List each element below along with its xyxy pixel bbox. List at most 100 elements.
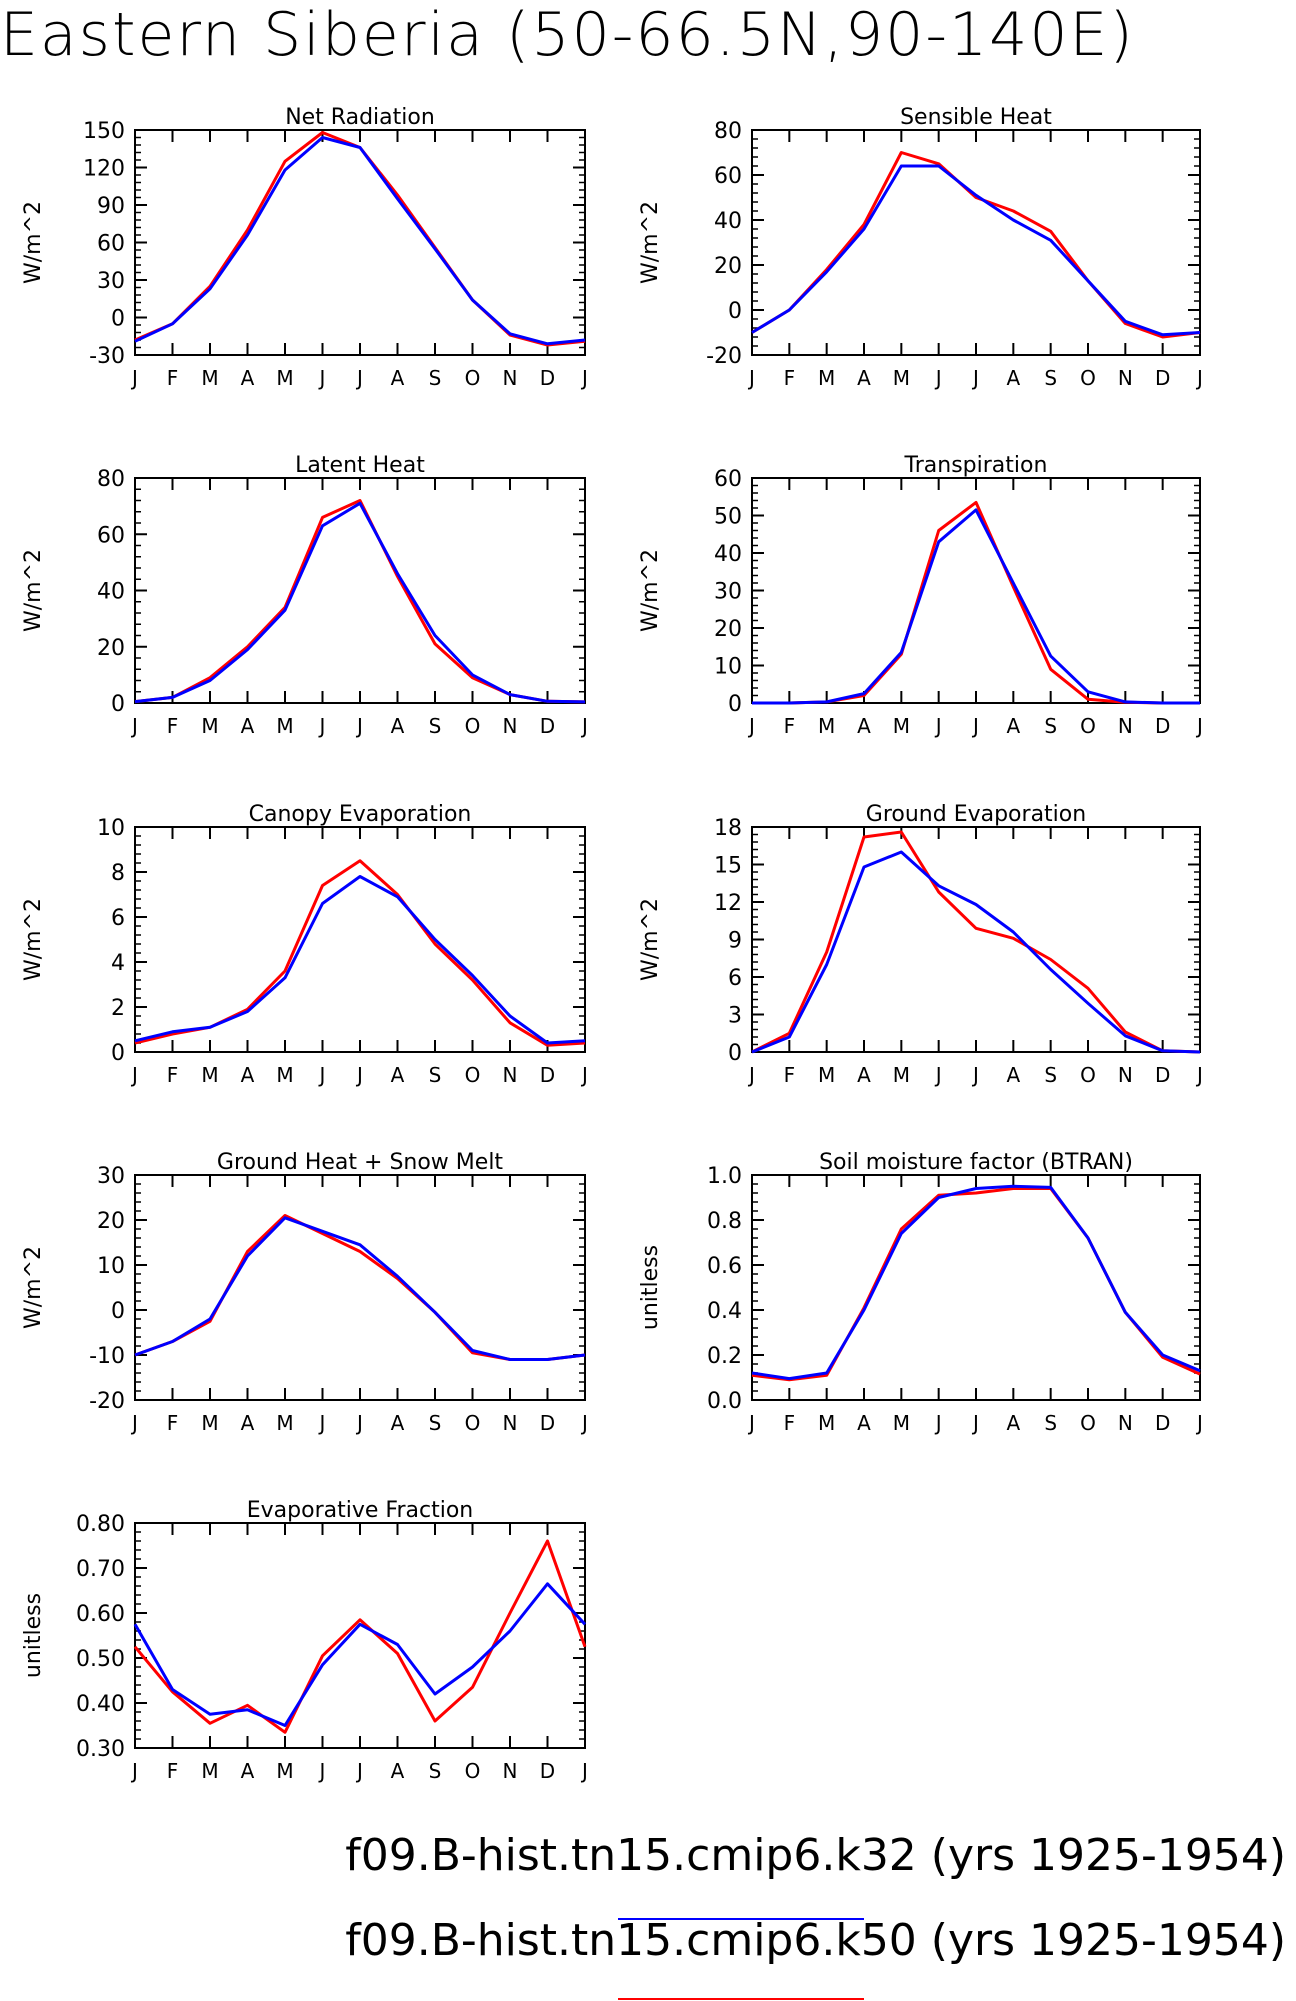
y-tick-label: 10 bbox=[714, 655, 742, 680]
series-line-k50 bbox=[751, 1187, 1201, 1382]
x-tick-label: M bbox=[201, 366, 218, 390]
x-tick-label: N bbox=[1118, 366, 1133, 390]
x-tick-label: N bbox=[503, 714, 518, 738]
x-tick-label: J bbox=[318, 1759, 326, 1783]
x-tick-label: F bbox=[167, 1063, 179, 1087]
chart-title: Transpiration bbox=[904, 453, 1048, 478]
x-tick-label: J bbox=[318, 1411, 326, 1435]
y-tick-label: 0.8 bbox=[707, 1209, 742, 1234]
x-tick-label: O bbox=[1080, 366, 1096, 390]
x-tick-label: J bbox=[971, 366, 979, 390]
x-tick-label: J bbox=[747, 714, 755, 738]
x-tick-label: J bbox=[1195, 366, 1203, 390]
plot-frame bbox=[751, 826, 1201, 1053]
x-tick-label: J bbox=[580, 1759, 588, 1783]
chart-title: Latent Heat bbox=[295, 453, 425, 478]
y-tick-label: 0.6 bbox=[707, 1254, 742, 1279]
x-tick-label: M bbox=[818, 1063, 835, 1087]
x-tick-label: F bbox=[784, 366, 796, 390]
x-tick-label: A bbox=[241, 366, 255, 390]
y-axis-label: W/m^2 bbox=[21, 549, 46, 632]
y-tick-label: 20 bbox=[714, 617, 742, 642]
x-tick-label: A bbox=[391, 1411, 405, 1435]
chart-panel-9: Evaporative Fraction unitless 0.30 0.40 0.50… bbox=[21, 1498, 588, 1783]
x-tick-label: J bbox=[355, 1759, 363, 1783]
x-tick-label: N bbox=[1118, 714, 1133, 738]
y-tick-label: 0 bbox=[111, 692, 125, 717]
series-line-k50 bbox=[134, 131, 586, 347]
x-tick-label: M bbox=[276, 1759, 293, 1783]
x-tick-label: N bbox=[503, 1411, 518, 1435]
x-tick-label: J bbox=[934, 1411, 942, 1435]
series-line-k32 bbox=[134, 136, 586, 346]
x-tick-label: M bbox=[201, 1411, 218, 1435]
x-tick-label: A bbox=[241, 1759, 255, 1783]
y-tick-label: 15 bbox=[714, 854, 742, 879]
series-line-k32 bbox=[751, 850, 1201, 1054]
x-tick-label: J bbox=[130, 714, 138, 738]
x-tick-label: D bbox=[1155, 1063, 1170, 1087]
y-tick-label: 3 bbox=[728, 1004, 742, 1029]
series-line-k50 bbox=[134, 499, 586, 704]
x-tick-label: S bbox=[1044, 1411, 1057, 1435]
x-tick-label: J bbox=[747, 1411, 755, 1435]
y-tick-label: 20 bbox=[97, 636, 125, 661]
legend-swatch-k32 bbox=[618, 1918, 864, 1920]
x-tick-label: O bbox=[1080, 1063, 1096, 1087]
x-tick-label: J bbox=[934, 366, 942, 390]
y-tick-label: 0.70 bbox=[76, 1557, 125, 1582]
x-tick-label: D bbox=[540, 1759, 555, 1783]
y-tick-label: -20 bbox=[706, 344, 742, 369]
x-tick-label: O bbox=[465, 1411, 481, 1435]
x-tick-label: A bbox=[241, 1411, 255, 1435]
y-axis-label: W/m^2 bbox=[21, 201, 46, 284]
y-tick-label: 0.0 bbox=[707, 1389, 742, 1414]
x-tick-label: A bbox=[1006, 366, 1020, 390]
y-tick-label: -30 bbox=[89, 344, 125, 369]
y-tick-label: 20 bbox=[97, 1209, 125, 1234]
chart-panel-8: Soil moisture factor (BTRAN) unitless 0.0 0… bbox=[638, 1150, 1203, 1435]
x-tick-label: D bbox=[1155, 366, 1170, 390]
y-tick-label: 40 bbox=[97, 580, 125, 605]
x-tick-label: O bbox=[1080, 1411, 1096, 1435]
x-tick-label: J bbox=[355, 1411, 363, 1435]
y-tick-label: 0 bbox=[111, 1299, 125, 1324]
x-tick-label: D bbox=[540, 366, 555, 390]
x-tick-label: M bbox=[276, 1411, 293, 1435]
x-tick-label: A bbox=[1006, 1063, 1020, 1087]
x-tick-label: S bbox=[1044, 714, 1057, 738]
y-tick-label: 0.60 bbox=[76, 1602, 125, 1627]
y-tick-label: -20 bbox=[89, 1389, 125, 1414]
y-tick-label: 20 bbox=[714, 254, 742, 279]
x-tick-label: A bbox=[857, 366, 871, 390]
x-tick-label: N bbox=[503, 1759, 518, 1783]
x-tick-label: J bbox=[1195, 1063, 1203, 1087]
chart-title: Soil moisture factor (BTRAN) bbox=[819, 1150, 1133, 1175]
series-line-k32 bbox=[752, 508, 1200, 705]
x-tick-label: S bbox=[429, 1759, 442, 1783]
chart-title: Ground Evaporation bbox=[866, 802, 1086, 827]
x-tick-label: N bbox=[503, 1063, 518, 1087]
x-tick-label: J bbox=[130, 366, 138, 390]
y-axis-label: W/m^2 bbox=[638, 549, 663, 632]
y-axis-label: unitless bbox=[638, 1245, 663, 1330]
x-tick-label: J bbox=[318, 366, 326, 390]
x-tick-label: N bbox=[503, 366, 518, 390]
x-tick-label: M bbox=[276, 366, 293, 390]
plot-frame bbox=[134, 129, 586, 356]
x-tick-label: J bbox=[130, 1411, 138, 1435]
y-tick-label: 4 bbox=[111, 951, 125, 976]
series-line-k50 bbox=[134, 859, 586, 1047]
x-tick-label: D bbox=[540, 1411, 555, 1435]
y-tick-label: 40 bbox=[714, 209, 742, 234]
x-tick-label: A bbox=[1006, 1411, 1020, 1435]
plot-frame bbox=[751, 1174, 1201, 1401]
y-tick-label: 150 bbox=[83, 119, 125, 144]
x-tick-label: S bbox=[1044, 1063, 1057, 1087]
x-tick-label: M bbox=[893, 366, 910, 390]
x-tick-label: D bbox=[540, 714, 555, 738]
y-tick-label: 0 bbox=[111, 307, 125, 332]
